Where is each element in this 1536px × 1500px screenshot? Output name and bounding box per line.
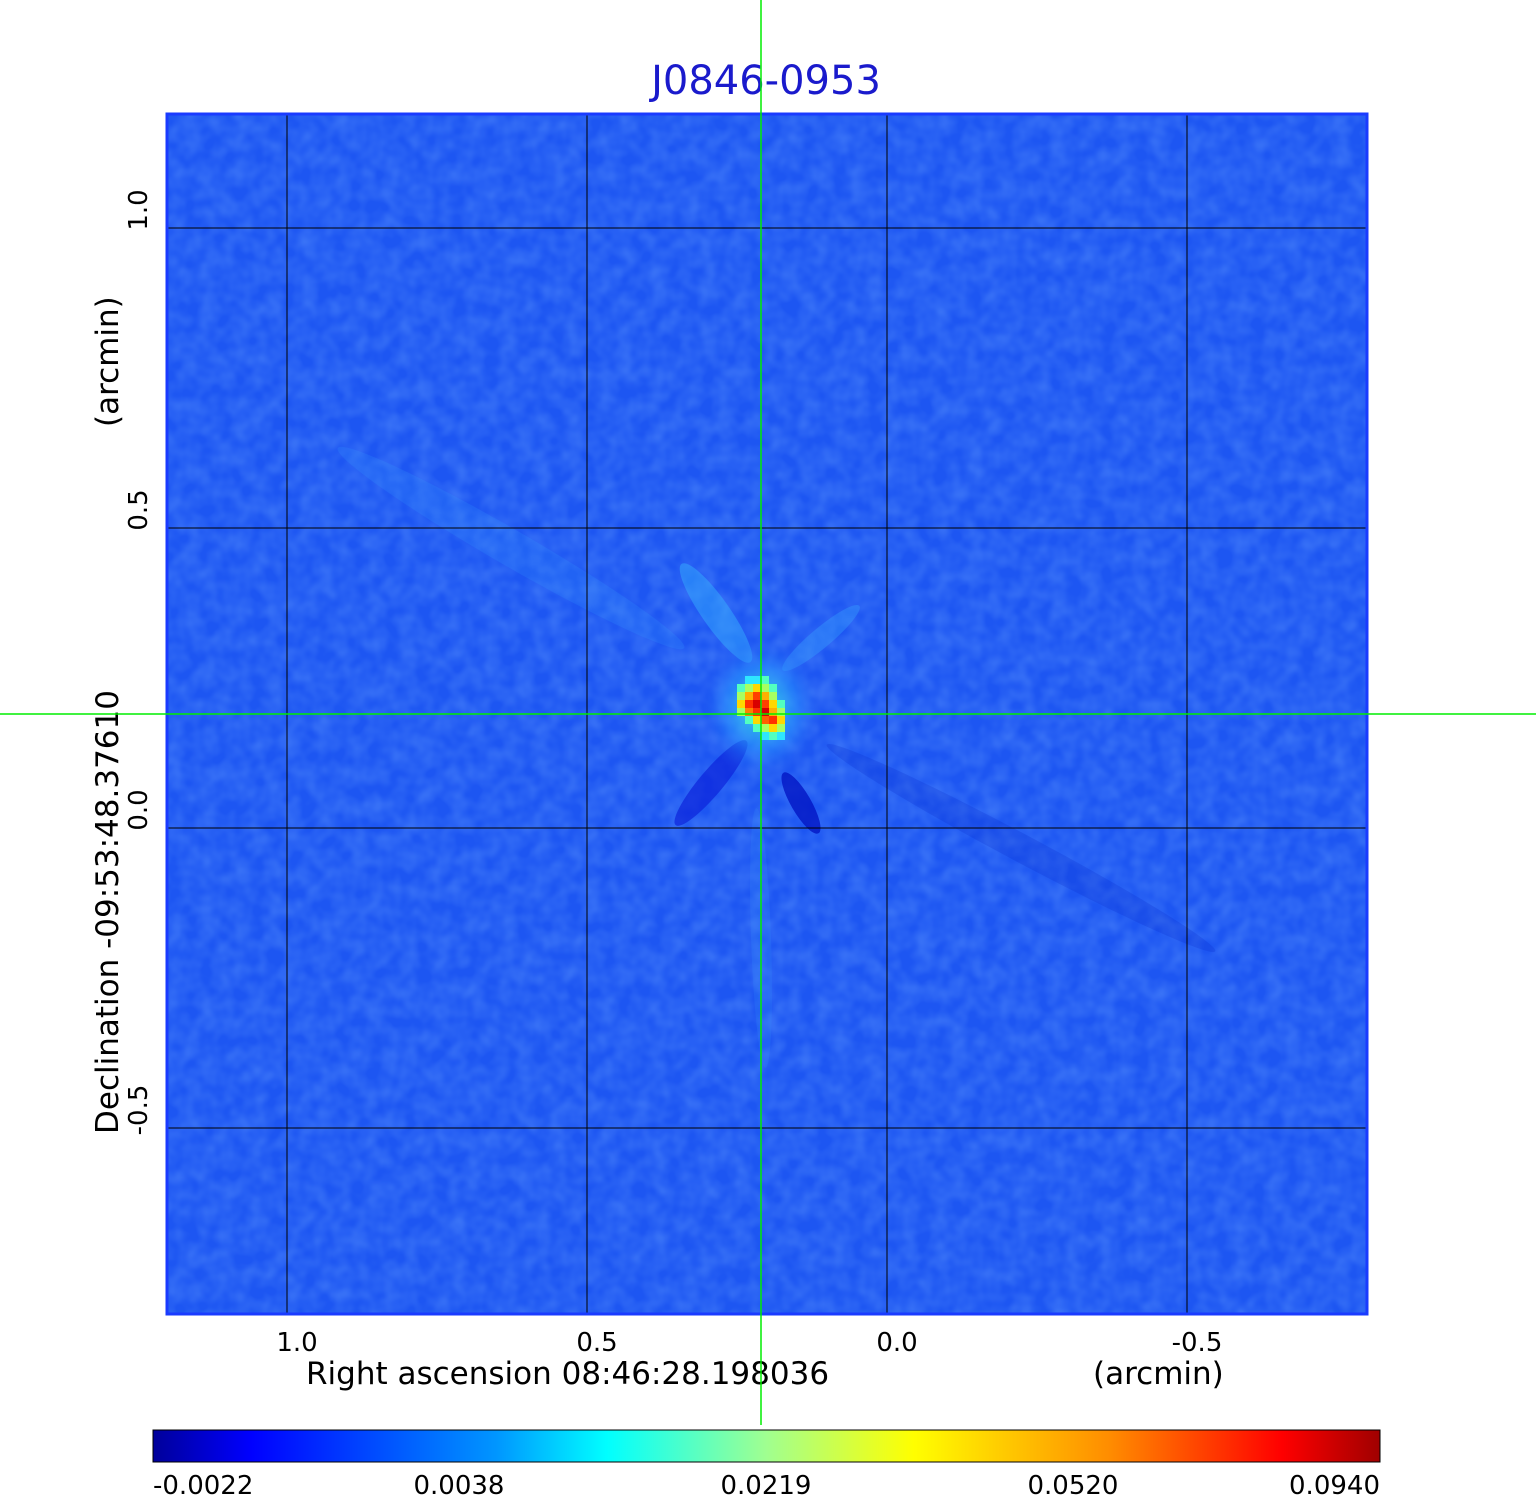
sidelobe [826, 743, 1216, 953]
source-pixel [777, 716, 785, 724]
source-pixel [777, 732, 785, 740]
y-axis-unit: (arcmin) [90, 296, 126, 427]
x-tick-labels: 1.0 0.5 0.0 -0.5 [276, 1328, 1222, 1358]
source-pixel [753, 700, 761, 708]
source-pixel [761, 676, 769, 684]
source-pixel [753, 724, 761, 732]
source-pixel [769, 684, 777, 692]
source-pixel [769, 716, 777, 724]
y-axis-label: Declination -09:53:48.37610 [90, 690, 126, 1134]
x-tick-label: 1.0 [276, 1328, 317, 1358]
source-pixel [761, 716, 769, 724]
source-pixel [745, 692, 753, 700]
y-tick-label: 0.0 [124, 789, 154, 830]
source-pixel [753, 716, 761, 724]
colorbar-tick-label: -0.0022 [153, 1471, 253, 1500]
x-axis-unit: (arcmin) [1093, 1356, 1224, 1392]
y-tick-label: 1.0 [124, 189, 154, 230]
sidelobe [337, 446, 685, 650]
colorbar-tick-label: 0.0520 [1028, 1471, 1119, 1500]
source-pixel [777, 724, 785, 732]
colorbar-tick-label: 0.0038 [414, 1471, 505, 1500]
source-pixel [761, 724, 769, 732]
chart-title: J0846-0953 [648, 58, 881, 104]
colorbar-tick-label: 0.0219 [721, 1471, 812, 1500]
source-pixel [769, 708, 777, 716]
source-pixel [761, 732, 769, 740]
source-pixel [761, 692, 769, 700]
x-tick-label: -0.5 [1172, 1328, 1223, 1358]
source-pixel [737, 684, 745, 692]
source-pixel [745, 684, 753, 692]
source-pixel [745, 676, 753, 684]
source-pixel [769, 724, 777, 732]
sidelobes [337, 446, 1216, 1068]
source-pixel [761, 708, 769, 716]
y-tick-labels: 1.0 0.5 0.0 -0.5 [124, 189, 154, 1135]
y-tick-label: 0.5 [124, 489, 154, 530]
colorbar-tick-labels: -0.0022 0.0038 0.0219 0.0520 0.0940 [153, 1471, 1380, 1500]
source-pixel [769, 700, 777, 708]
source-pixel [753, 692, 761, 700]
source-pixel [753, 676, 761, 684]
source-pixel [777, 700, 785, 708]
source-pixel [769, 692, 777, 700]
sidelobe [782, 604, 860, 672]
source-pixel [737, 692, 745, 700]
colorbar-tick-label: 0.0940 [1289, 1471, 1380, 1500]
sidelobe [679, 563, 753, 663]
source-pixel [777, 708, 785, 716]
x-axis-label: Right ascension 08:46:28.198036 [306, 1356, 829, 1392]
source-pixel [753, 684, 761, 692]
source-pixel [761, 700, 769, 708]
x-tick-label: 0.5 [576, 1328, 617, 1358]
source-pixel [761, 684, 769, 692]
sidelobe [781, 772, 821, 834]
source-pixel [745, 708, 753, 716]
source-pixel [769, 732, 777, 740]
source-pixel [737, 708, 745, 716]
colorbar [152, 1429, 1381, 1463]
source-pixel [745, 716, 753, 724]
source-pixel [753, 708, 761, 716]
source-pixel [737, 700, 745, 708]
y-tick-label: -0.5 [124, 1085, 154, 1136]
x-tick-label: 0.0 [876, 1328, 917, 1358]
source-pixel [745, 700, 753, 708]
